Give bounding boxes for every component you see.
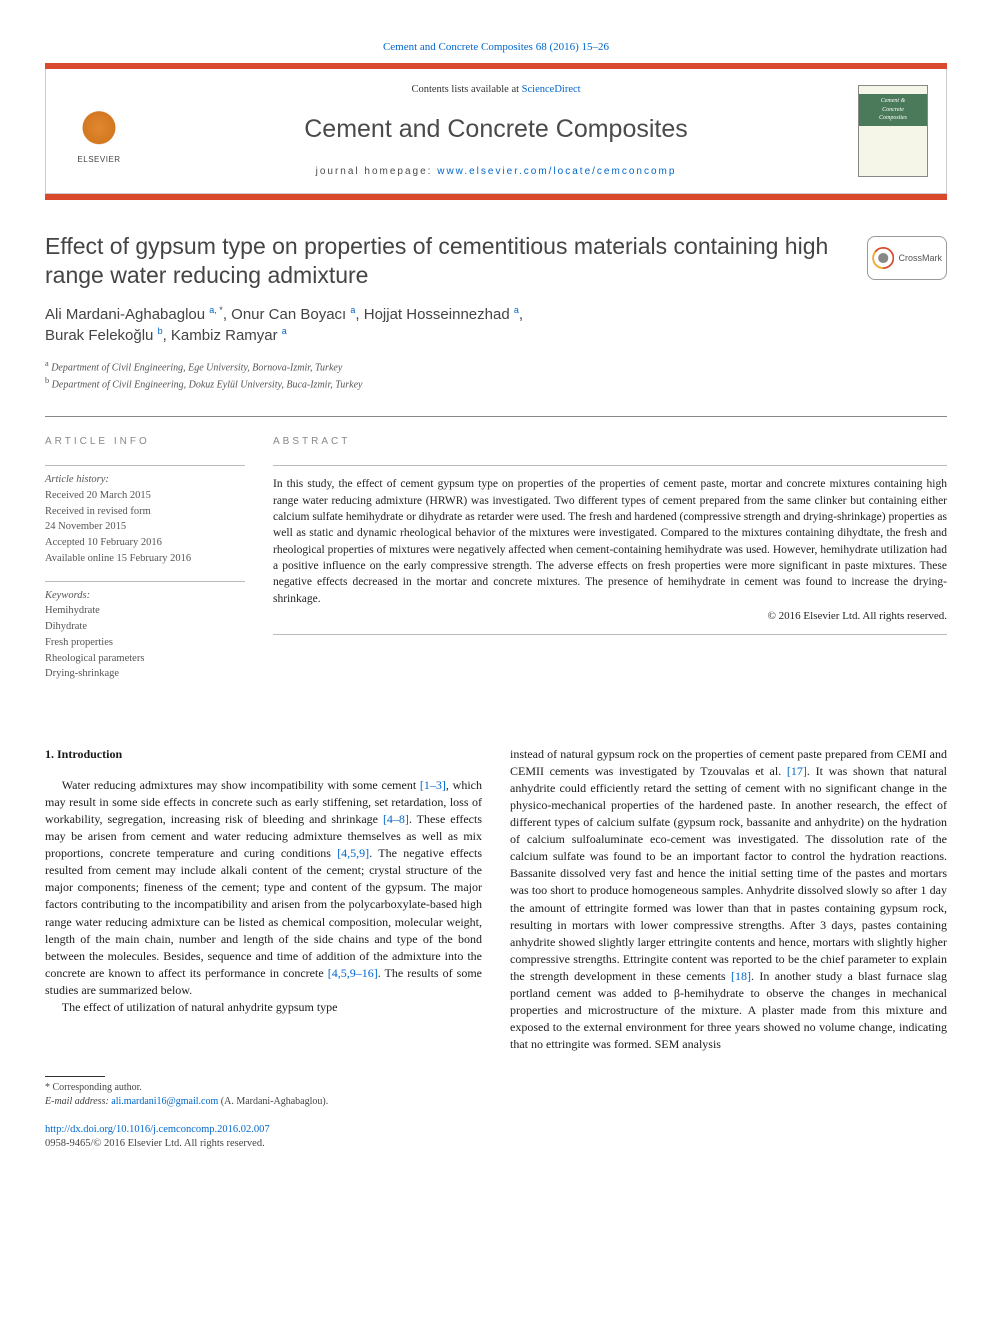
contents-line: Contents lists available at ScienceDirec… — [152, 83, 840, 98]
keywords-text: Hemihydrate Dihydrate Fresh properties R… — [45, 605, 144, 679]
history-text: Received 20 March 2015 Received in revis… — [45, 490, 191, 564]
author-3: , Hojjat Hosseinnezhad — [355, 306, 509, 323]
intro-paragraph-2: The effect of utilization of natural anh… — [45, 999, 482, 1016]
homepage-link[interactable]: www.elsevier.com/locate/cemconcomp — [437, 166, 676, 177]
footnote-block: * Corresponding author. E-mail address: … — [45, 1081, 482, 1109]
journal-name: Cement and Concrete Composites — [152, 112, 840, 147]
abstract-text: In this study, the effect of cement gyps… — [273, 478, 947, 604]
sciencedirect-link[interactable]: ScienceDirect — [522, 84, 581, 95]
header-center: Contents lists available at ScienceDirec… — [152, 83, 840, 179]
author-5-affil[interactable]: a — [282, 326, 287, 336]
journal-page: Cement and Concrete Composites 68 (2016)… — [0, 0, 992, 1192]
email-link[interactable]: ali.mardani16@gmail.com — [111, 1096, 218, 1107]
article-info-heading: ARTICLE INFO — [45, 435, 245, 449]
keywords-block: Keywords: Hemihydrate Dihydrate Fresh pr… — [45, 581, 245, 683]
publisher-name: ELSEVIER — [77, 154, 120, 165]
author-4: Burak Felekoğlu — [45, 327, 153, 344]
email-label: E-mail address: — [45, 1096, 111, 1107]
keywords-label: Keywords: — [45, 590, 90, 601]
elsevier-tree-icon — [72, 98, 126, 152]
homepage-prefix: journal homepage: — [316, 166, 438, 177]
ref-1-3[interactable]: [1–3] — [420, 778, 446, 792]
body-column-right: instead of natural gypsum rock on the pr… — [510, 746, 947, 1152]
authors-list: Ali Mardani-Aghabaglou a, *, Onur Can Bo… — [45, 304, 947, 346]
body-columns: 1. Introduction Water reducing admixture… — [45, 746, 947, 1152]
ref-4-5-9-16[interactable]: [4,5,9–16] — [328, 966, 378, 980]
abstract-copyright: © 2016 Elsevier Ltd. All rights reserved… — [273, 609, 947, 625]
top-citation-link[interactable]: Cement and Concrete Composites 68 (2016)… — [45, 40, 947, 55]
article-history-block: Article history: Received 20 March 2015 … — [45, 465, 245, 567]
journal-cover-thumbnail: Cement & Concrete Composites — [858, 85, 928, 177]
issn-copyright: 0958-9465/© 2016 Elsevier Ltd. All right… — [45, 1137, 482, 1152]
info-abstract-row: ARTICLE INFO Article history: Received 2… — [45, 416, 947, 696]
contents-prefix: Contents lists available at — [411, 84, 521, 95]
footnote-divider — [45, 1076, 105, 1077]
affiliation-b: Department of Civil Engineering, Dokuz E… — [52, 379, 363, 390]
abstract-heading: ABSTRACT — [273, 435, 947, 449]
abstract-column: ABSTRACT In this study, the effect of ce… — [273, 435, 947, 696]
crossmark-icon — [872, 245, 894, 271]
affiliation-a: Department of Civil Engineering, Ege Uni… — [51, 362, 342, 373]
ref-17[interactable]: [17] — [787, 764, 807, 778]
ref-18[interactable]: [18] — [731, 969, 751, 983]
elsevier-logo: ELSEVIER — [64, 93, 134, 169]
intro-paragraph-1: Water reducing admixtures may show incom… — [45, 777, 482, 998]
author-5: , Kambiz Ramyar — [163, 327, 278, 344]
crossmark-badge[interactable]: CrossMark — [867, 236, 947, 280]
header-bottom-divider — [45, 194, 947, 200]
doi-block: http://dx.doi.org/10.1016/j.cemconcomp.2… — [45, 1123, 482, 1152]
history-label: Article history: — [45, 474, 109, 485]
body-column-left: 1. Introduction Water reducing admixture… — [45, 746, 482, 1152]
affiliations: a Department of Civil Engineering, Ege U… — [45, 358, 947, 393]
intro-heading: 1. Introduction — [45, 746, 482, 763]
author-1-affil[interactable]: a, — [209, 305, 219, 315]
homepage-line: journal homepage: www.elsevier.com/locat… — [152, 165, 840, 179]
email-author-name: (A. Mardani-Aghabaglou). — [218, 1096, 328, 1107]
doi-link[interactable]: http://dx.doi.org/10.1016/j.cemconcomp.2… — [45, 1123, 482, 1138]
cover-title-band: Cement & Concrete Composites — [859, 94, 927, 126]
title-row: Effect of gypsum type on properties of c… — [45, 232, 947, 290]
abstract-body: In this study, the effect of cement gyps… — [273, 465, 947, 635]
author-2: , Onur Can Boyacı — [223, 306, 346, 323]
crossmark-label: CrossMark — [898, 252, 942, 265]
author-1: Ali Mardani-Aghabaglou — [45, 306, 205, 323]
article-title: Effect of gypsum type on properties of c… — [45, 232, 847, 290]
ref-4-5-9[interactable]: [4,5,9] — [337, 846, 369, 860]
ref-4-8[interactable]: [4–8] — [383, 812, 409, 826]
article-info-column: ARTICLE INFO Article history: Received 2… — [45, 435, 245, 696]
intro-paragraph-continued: instead of natural gypsum rock on the pr… — [510, 746, 947, 1053]
corresponding-author-note: * Corresponding author. — [45, 1081, 482, 1095]
journal-header: ELSEVIER Contents lists available at Sci… — [45, 69, 947, 194]
